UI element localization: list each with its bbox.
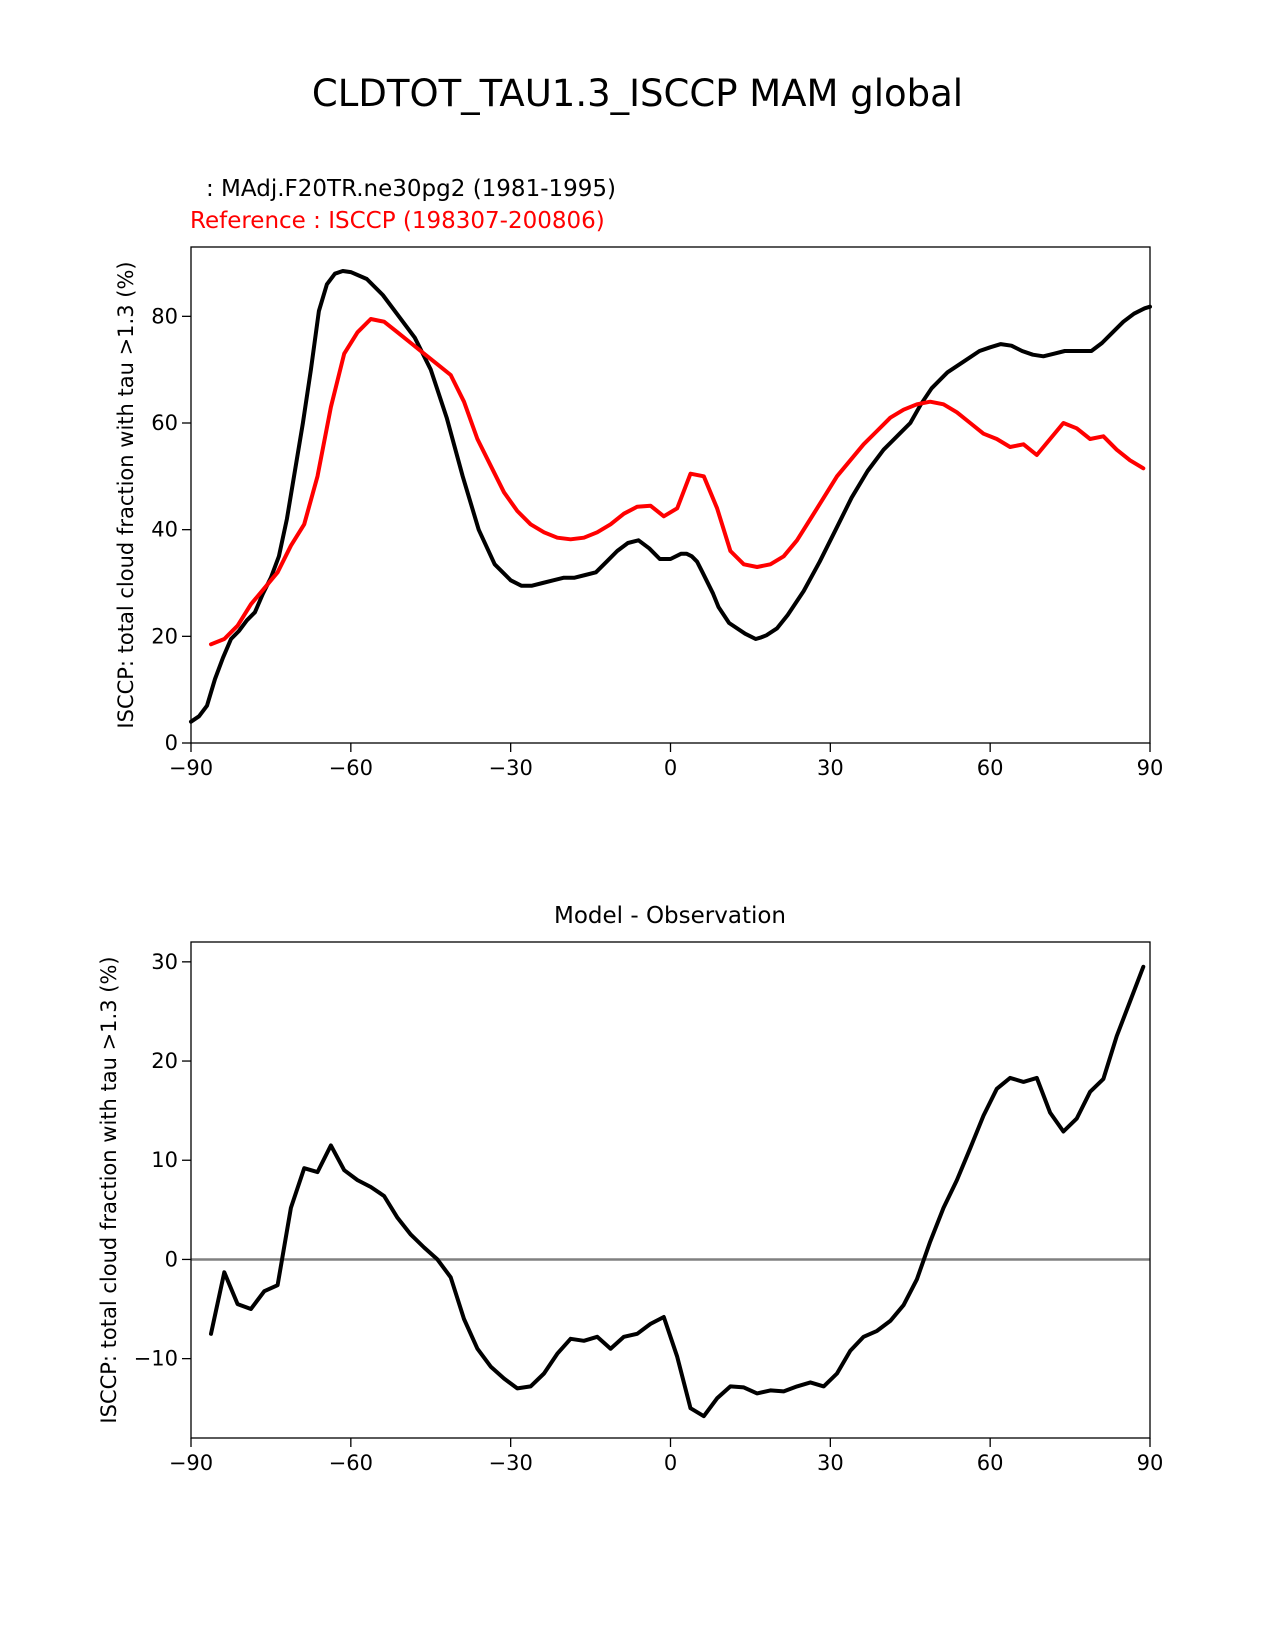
zonal-mean-x-tick-label: 90	[1137, 756, 1164, 780]
difference-y-axis-label: ISCCP: total cloud fraction with tau >1.…	[97, 956, 121, 1423]
zonal-mean-plot-frame	[190, 246, 1151, 744]
zonal-mean-y-tick-label: 20	[151, 624, 178, 648]
zonal-mean-series-line-1	[209, 317, 1146, 647]
zonal-mean-x-tick-label: 60	[977, 756, 1004, 780]
difference-x-tick-label: −90	[169, 1451, 213, 1475]
difference-series-line-0	[209, 964, 1146, 1419]
difference-x-tick-label: 90	[1137, 1451, 1164, 1475]
difference-x-tick-label: −60	[329, 1451, 373, 1475]
difference-x-tick-label: 30	[817, 1451, 844, 1475]
zonal-mean-x-tick-label: −90	[169, 756, 213, 780]
difference-panel: −90 −60 −30 0 30 60 90 −10 0 10 20 30 ISCCP: total…	[97, 941, 1164, 1475]
zonal-mean-x-tick-label: 0	[664, 756, 677, 780]
difference-x-tick-label: 60	[977, 1451, 1004, 1475]
difference-x-tick-label: −30	[489, 1451, 533, 1475]
zonal-mean-y-axis-label: ISCCP: total cloud fraction with tau >1.…	[114, 261, 138, 728]
zonal-mean-x-axis: −90 −60 −30 0 30 60 90	[169, 743, 1164, 780]
difference-x-tick-label: 0	[664, 1451, 677, 1475]
zonal-mean-series-group	[189, 269, 1152, 724]
legend-model-label: : MAdj.F20TR.ne30pg2 (1981-1995)	[206, 176, 617, 202]
zonal-mean-series-line-0	[189, 269, 1152, 724]
zonal-mean-y-tick-label: 60	[151, 411, 178, 435]
difference-y-axis: −10 0 10 20 30	[134, 950, 191, 1371]
zonal-mean-y-tick-label: 40	[151, 518, 178, 542]
legend-reference-label: Reference : ISCCP (198307-200806)	[190, 208, 605, 234]
difference-y-tick-label: 0	[165, 1247, 178, 1271]
difference-y-tick-label: 30	[151, 950, 178, 974]
zonal-mean-y-tick-label: 0	[165, 731, 178, 755]
difference-panel-title: Model - Observation	[553, 903, 787, 929]
figure-title: CLDTOT_TAU1.3_ISCCP MAM global	[311, 72, 964, 115]
difference-y-tick-label: −10	[134, 1347, 178, 1371]
zonal-mean-panel: −90 −60 −30 0 30 60 90 0 20 40 60 80 ISCCP: total …	[114, 246, 1164, 780]
difference-y-tick-label: 10	[151, 1148, 178, 1172]
difference-series-group	[209, 964, 1146, 1419]
difference-x-axis: −90 −60 −30 0 30 60 90	[169, 1438, 1164, 1475]
zonal-mean-x-tick-label: 30	[817, 756, 844, 780]
zonal-mean-y-tick-label: 80	[151, 304, 178, 328]
zonal-mean-x-tick-label: −30	[489, 756, 533, 780]
difference-plot-frame	[190, 941, 1151, 1439]
zonal-mean-x-tick-label: −60	[329, 756, 373, 780]
zonal-mean-y-axis: 0 20 40 60 80	[151, 304, 191, 755]
difference-y-tick-label: 20	[151, 1049, 178, 1073]
